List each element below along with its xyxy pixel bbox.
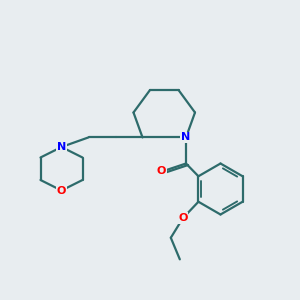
Text: N: N [182,132,190,142]
Text: O: O [57,185,66,196]
Text: O: O [178,213,188,223]
Text: N: N [57,142,66,152]
Text: O: O [156,166,166,176]
